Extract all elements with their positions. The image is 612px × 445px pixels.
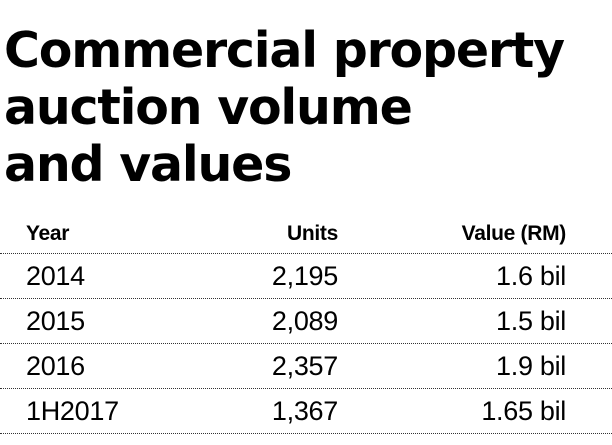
- year-cell: 2014: [26, 261, 85, 291]
- value-cell: 1.6 bil: [496, 261, 566, 291]
- units-cell: 2,089: [271, 306, 338, 336]
- value-cell: 1.5 bil: [496, 306, 566, 336]
- table-body: 2014 2,195 1.6 bil 2015 2,089 1.5 bil 2016 2,35…: [0, 254, 612, 434]
- year-cell: 1H2017: [26, 396, 119, 426]
- units-cell: 2,357: [271, 351, 338, 381]
- data-table: Year Units Value (RM) 2014 2,195 1.6 bil 20…: [0, 215, 612, 434]
- column-header-year: Year: [26, 222, 70, 245]
- table-header-row: Year Units Value (RM): [0, 215, 612, 254]
- value-cell: 1.65 bil: [481, 396, 566, 426]
- table-row: 2014 2,195 1.6 bil: [0, 254, 612, 299]
- year-cell: 2016: [26, 351, 85, 381]
- table-row: 1H2017 1,367 1.65 bil: [0, 389, 612, 434]
- year-cell: 2015: [26, 306, 85, 336]
- table-row: 2016 2,357 1.9 bil: [0, 344, 612, 389]
- chart-title: Commercial property auction volume and v…: [4, 22, 608, 193]
- column-header-units: Units: [286, 222, 338, 245]
- chart-title-line-1: Commercial property: [4, 22, 565, 79]
- table-row: 2015 2,089 1.5 bil: [0, 299, 612, 344]
- units-cell: 2,195: [271, 261, 338, 291]
- chart-title-line-2: auction volume: [4, 79, 413, 136]
- chart-title-line-3: and values: [4, 136, 292, 193]
- value-cell: 1.9 bil: [496, 351, 566, 381]
- column-header-value: Value (RM): [461, 222, 567, 245]
- units-cell: 1,367: [271, 396, 338, 426]
